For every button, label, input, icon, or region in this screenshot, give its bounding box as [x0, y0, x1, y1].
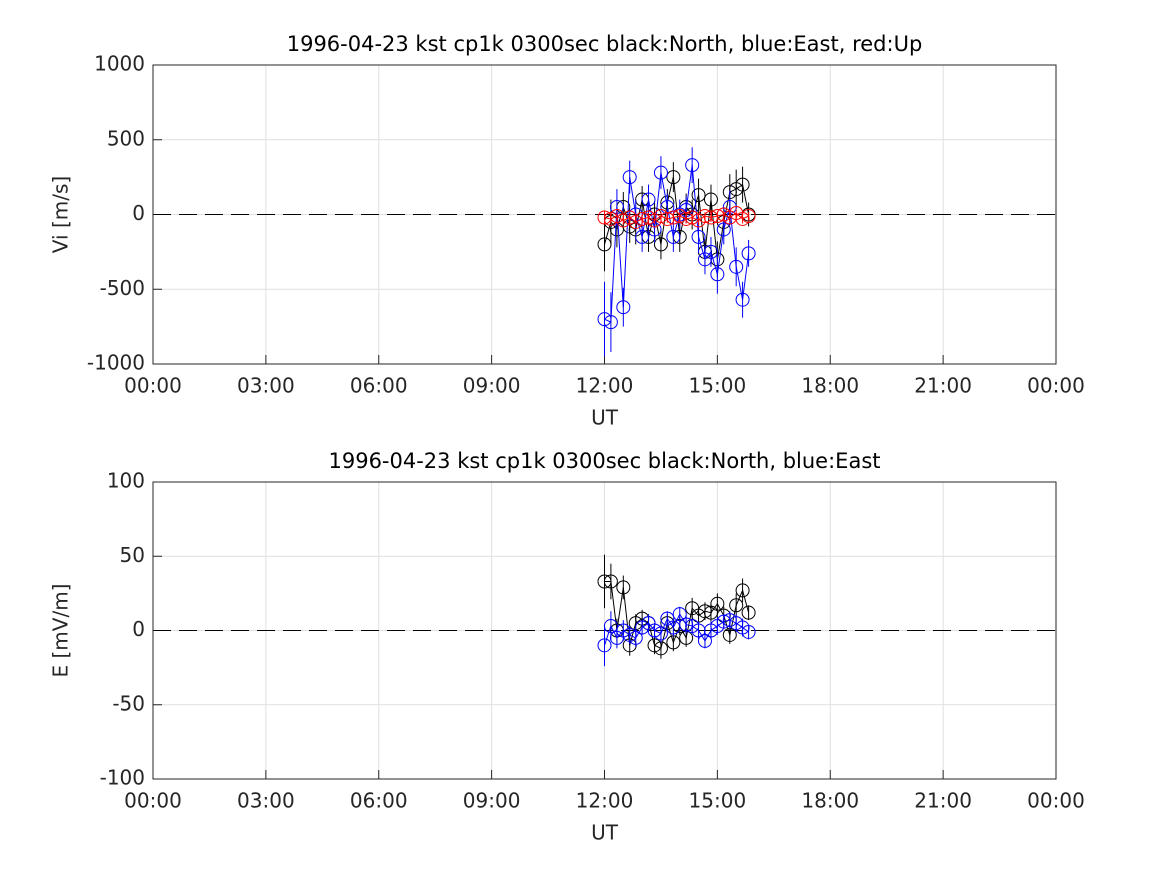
panel: 1996-04-23 kst cp1k 0300sec black:North,… [49, 32, 1085, 430]
marker [653, 626, 668, 641]
marker [641, 192, 656, 207]
marker [741, 605, 756, 620]
marker [603, 619, 618, 634]
marker [729, 259, 744, 274]
marker [691, 188, 706, 203]
marker [710, 267, 725, 282]
x-tick-label: 00:00 [124, 789, 182, 813]
marker [597, 237, 612, 252]
marker [741, 624, 756, 639]
marker [666, 229, 681, 244]
marker [597, 312, 612, 327]
marker [691, 229, 706, 244]
series-line [604, 212, 749, 223]
x-tick-label: 18:00 [801, 374, 859, 398]
x-axis-label: UT [591, 821, 619, 845]
marker [735, 177, 750, 192]
y-axis-label: Vi [m/s] [49, 176, 73, 253]
x-tick-label: 09:00 [463, 789, 521, 813]
x-tick-label: 12:00 [576, 374, 634, 398]
marker [628, 630, 643, 645]
y-tick-label: -50 [112, 691, 145, 715]
series-line [604, 177, 750, 260]
marker [697, 633, 712, 648]
x-tick-label: 00:00 [1027, 374, 1085, 398]
marker [616, 580, 631, 595]
axes-frame [152, 481, 1057, 780]
marker [647, 638, 662, 653]
series-line [604, 165, 750, 323]
marker [666, 170, 681, 185]
y-tick-label: -1000 [87, 351, 145, 375]
panel: 1996-04-23 kst cp1k 0300sec black:North,… [49, 449, 1085, 845]
marker [603, 315, 618, 330]
marker [628, 214, 643, 229]
marker [653, 165, 668, 180]
marker [635, 229, 650, 244]
y-tick-label: 500 [107, 126, 145, 150]
x-tick-label: 03:00 [237, 374, 295, 398]
y-tick-label: 100 [107, 469, 145, 493]
marker [716, 222, 731, 237]
marker [647, 623, 662, 638]
marker [603, 574, 618, 589]
x-axis-label: UT [591, 406, 619, 430]
marker [703, 244, 718, 259]
x-tick-label: 06:00 [350, 789, 408, 813]
x-tick-label: 12:00 [576, 789, 634, 813]
marker [685, 158, 700, 173]
axes-frame [152, 64, 1057, 365]
x-tick-label: 15:00 [689, 374, 747, 398]
marker [741, 208, 756, 223]
series-line [604, 580, 750, 650]
marker [697, 208, 712, 223]
x-tick-label: 09:00 [463, 374, 521, 398]
chart-title: 1996-04-23 kst cp1k 0300sec black:North,… [328, 449, 880, 473]
x-tick-label: 06:00 [350, 374, 408, 398]
chart-title: 1996-04-23 kst cp1k 0300sec black:North,… [287, 32, 923, 56]
y-tick-label: -500 [100, 276, 145, 300]
marker [741, 246, 756, 261]
x-tick-label: 21:00 [914, 789, 972, 813]
marker [597, 638, 612, 653]
marker [672, 607, 687, 622]
marker [735, 583, 750, 598]
x-tick-label: 18:00 [801, 789, 859, 813]
marker [691, 623, 706, 638]
x-tick-label: 00:00 [124, 374, 182, 398]
marker [697, 604, 712, 619]
y-tick-label: -100 [100, 766, 145, 790]
x-tick-label: 00:00 [1027, 789, 1085, 813]
x-tick-label: 03:00 [237, 789, 295, 813]
marker [616, 300, 631, 315]
y-tick-label: 0 [132, 617, 145, 641]
y-tick-label: 50 [120, 543, 145, 567]
x-tick-label: 15:00 [689, 789, 747, 813]
marker [703, 192, 718, 207]
marker [729, 598, 744, 613]
marker [735, 292, 750, 307]
y-tick-label: 1000 [94, 52, 145, 76]
marker [722, 613, 737, 628]
marker [653, 237, 668, 252]
y-tick-label: 0 [132, 201, 145, 225]
x-tick-label: 21:00 [914, 374, 972, 398]
marker [710, 596, 725, 611]
y-axis-label: E [mV/m] [49, 584, 73, 678]
marker [622, 170, 637, 185]
marker [679, 617, 694, 632]
marker [597, 574, 612, 589]
